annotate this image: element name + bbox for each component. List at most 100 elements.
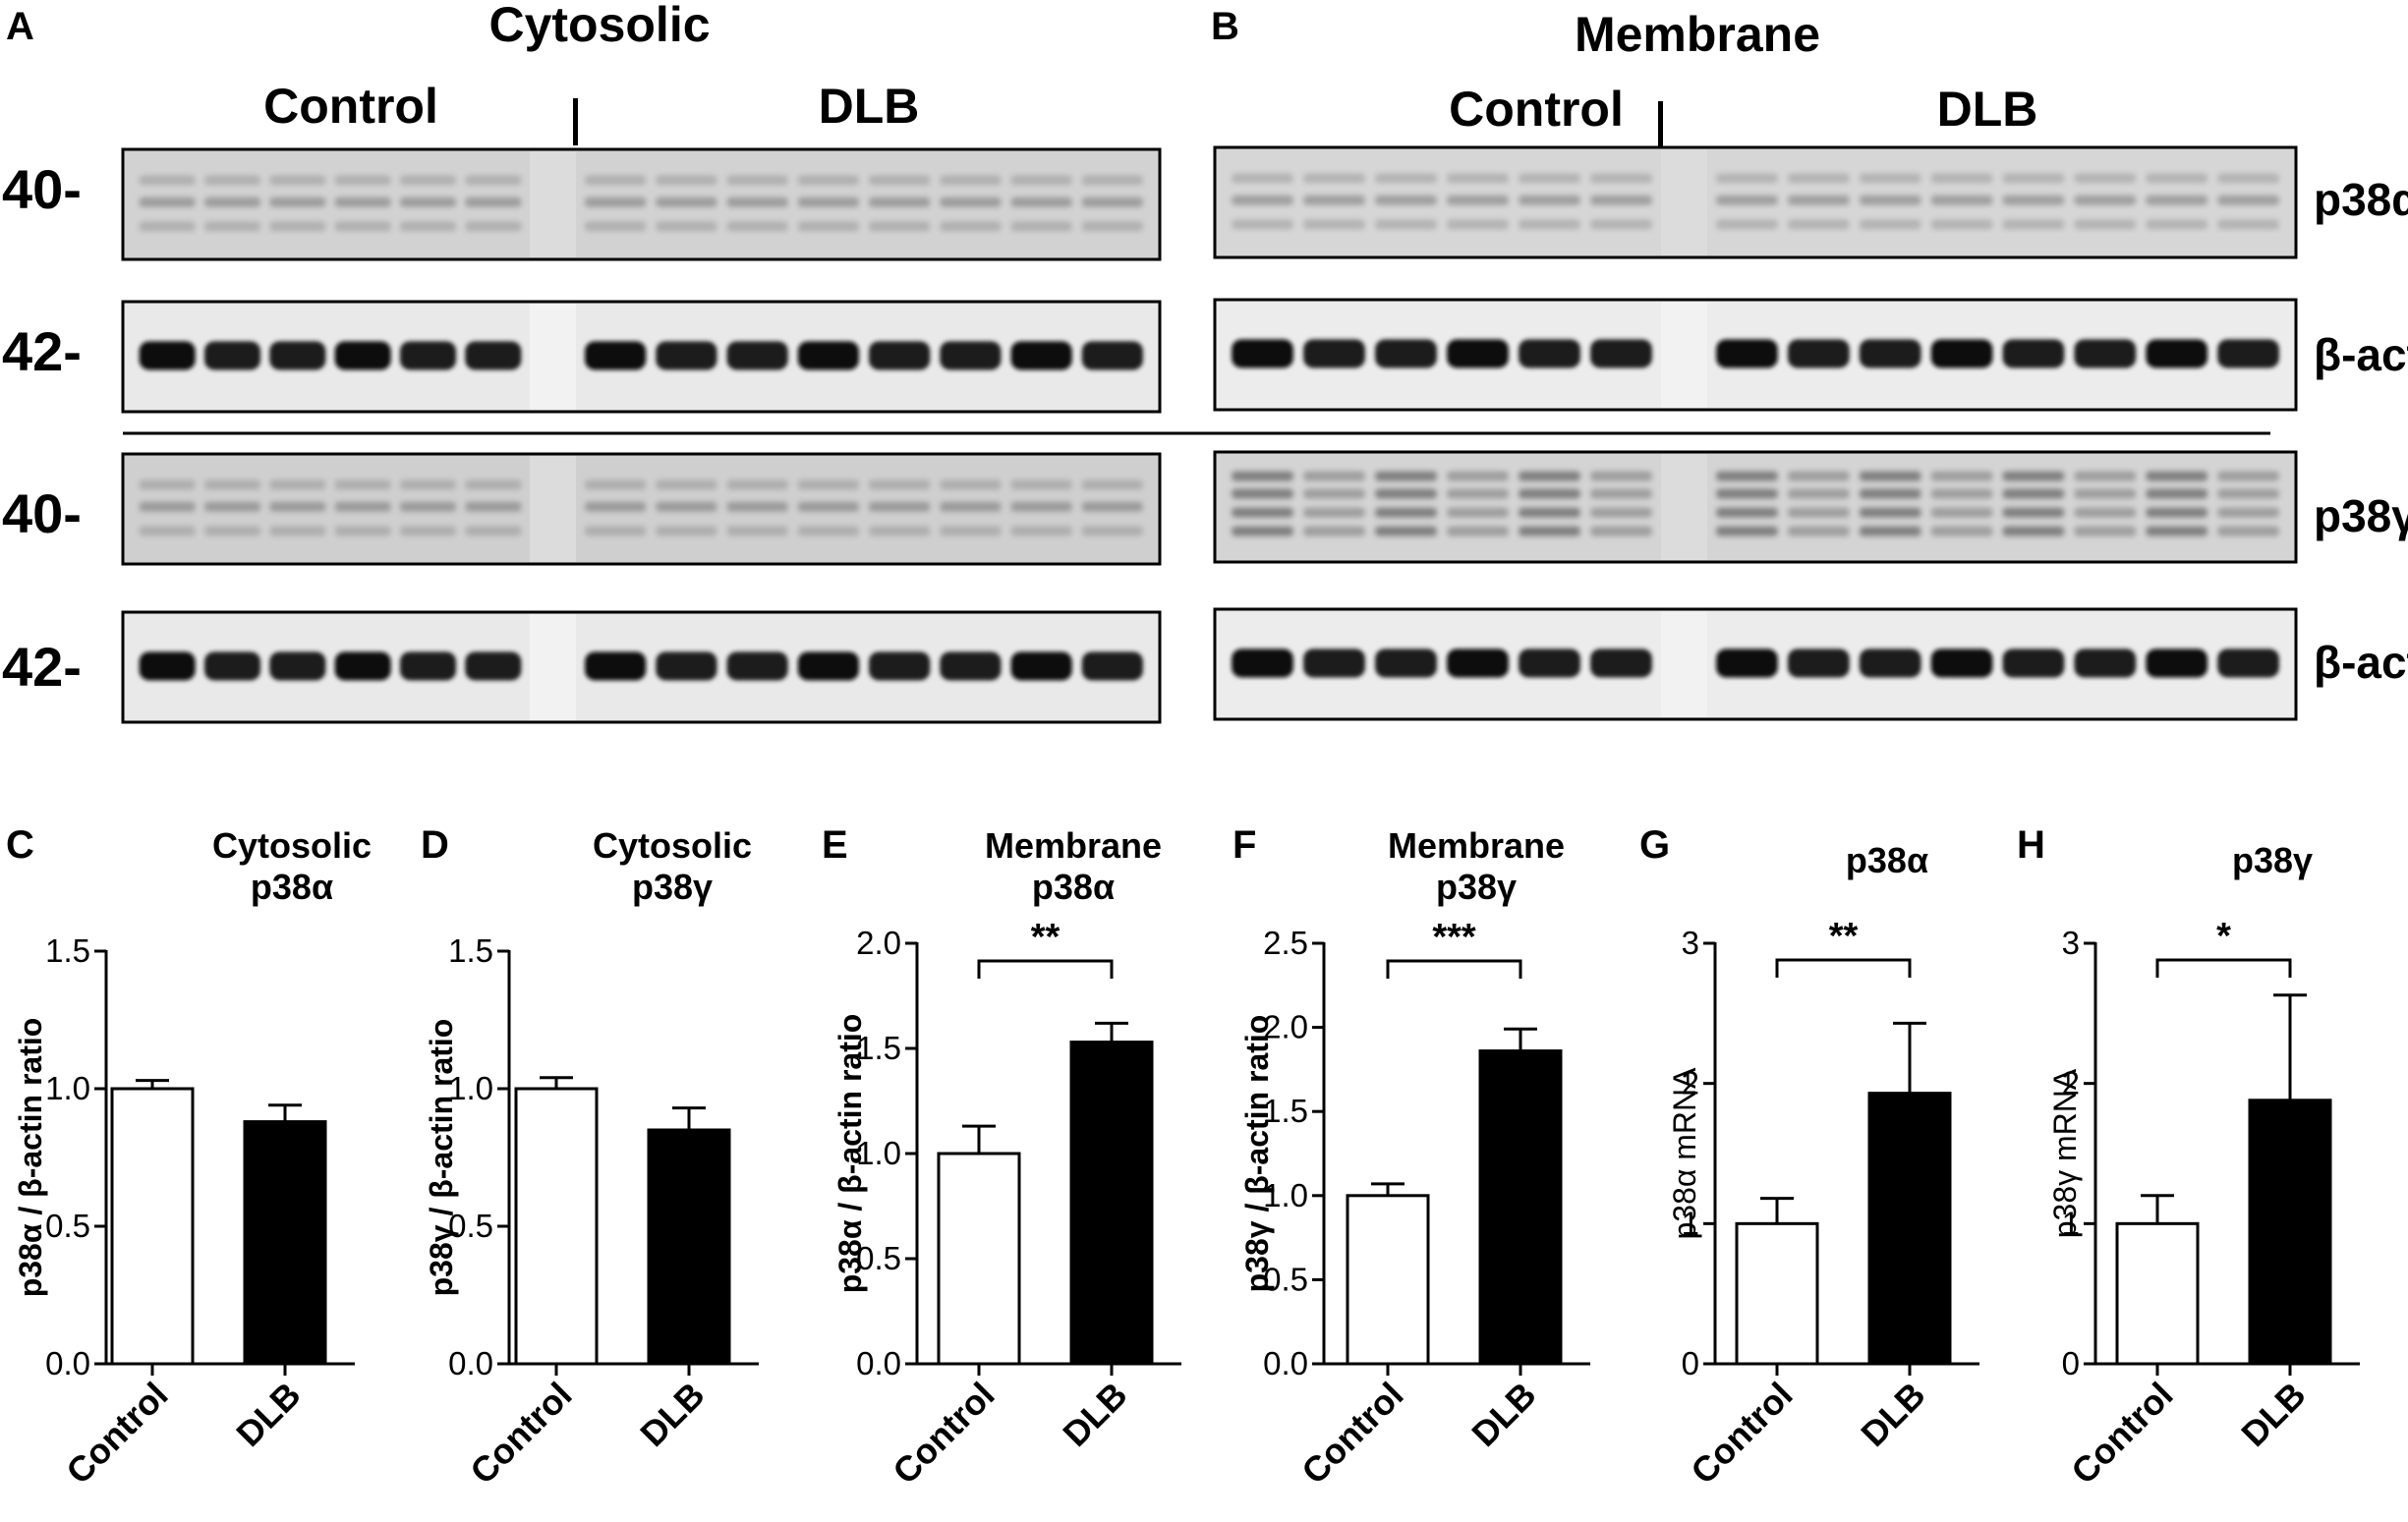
panel-letter-h: H — [2017, 823, 2045, 867]
blot-band — [726, 651, 788, 681]
blot-band — [1519, 507, 1580, 518]
y-tick-label: 1 — [2062, 1205, 2080, 1241]
y-tick-label: 2 — [2062, 1065, 2080, 1101]
blot-band — [1519, 471, 1580, 481]
blot-band — [1375, 173, 1437, 184]
blot-band — [1010, 501, 1072, 512]
blot-band — [399, 197, 457, 207]
blot-cyto-bact-top — [121, 300, 1162, 414]
blot-band — [399, 341, 457, 370]
y-tick-label: 1.0 — [45, 1070, 90, 1106]
blot-band — [1375, 526, 1437, 536]
blot-cyto-p38a — [121, 147, 1162, 261]
blot-band — [1787, 339, 1850, 368]
blot-band — [869, 341, 931, 370]
blot-memb-bact-bottom — [1213, 607, 2298, 721]
memb-dlb-label: DLB — [1937, 82, 2038, 137]
blot-band — [797, 221, 859, 232]
y-axis-label: p38α / β-actin ratio — [832, 1014, 868, 1294]
chart-title-line: Cytosolic — [212, 825, 372, 866]
blot-band — [1447, 339, 1509, 368]
blot-band — [269, 221, 326, 232]
y-tick-label: 2.0 — [856, 925, 901, 961]
blot-band — [1787, 173, 1850, 184]
bar-dlb — [1069, 1041, 1154, 1366]
blot-band — [2146, 507, 2208, 518]
blot-band — [1303, 526, 1365, 536]
blot-band — [1859, 173, 1921, 184]
blot-band — [1081, 501, 1143, 512]
blot-band — [139, 221, 196, 232]
y-tick-label: 1.0 — [448, 1070, 493, 1106]
significance-marker: *** — [1432, 917, 1476, 958]
blot-band — [1716, 173, 1778, 184]
blot-band — [1590, 339, 1652, 368]
blot-band — [399, 651, 457, 681]
blot-band — [2217, 219, 2279, 230]
blot-band — [334, 526, 391, 536]
blot-band — [656, 651, 717, 681]
blot-band — [1519, 339, 1580, 368]
blot-band — [139, 479, 196, 490]
blot-band — [1859, 488, 1921, 499]
blot-band — [1375, 507, 1437, 518]
blot-band — [269, 651, 326, 681]
y-tick-label: 0 — [2062, 1345, 2080, 1381]
blot-band — [1232, 648, 1293, 678]
x-category-label: DLB — [1055, 1375, 1134, 1454]
blot-band — [465, 479, 522, 490]
blot-band — [203, 197, 261, 207]
blot-band — [1232, 471, 1293, 481]
blot-band — [1303, 648, 1365, 678]
blot-memb-p38g — [1213, 450, 2298, 564]
blot-band — [1010, 341, 1072, 370]
blot-band — [1375, 219, 1437, 230]
x-category-label: DLB — [1463, 1375, 1543, 1454]
x-category-label: DLB — [1853, 1375, 1932, 1454]
blot-band — [465, 651, 522, 681]
blot-band — [465, 197, 522, 207]
blot-band — [1930, 173, 1993, 184]
significance-marker: ** — [1031, 917, 1061, 958]
panel-letter-f: F — [1233, 823, 1256, 867]
blot-band — [1010, 526, 1072, 536]
blot-band — [940, 197, 1002, 207]
blot-band — [726, 197, 788, 207]
blot-band — [2074, 488, 2137, 499]
significance-bracket — [977, 959, 1114, 979]
blot-band — [1859, 471, 1921, 481]
lane-gap — [530, 456, 576, 562]
y-tick-label: 0.0 — [1263, 1345, 1308, 1381]
y-tick-label: 1.5 — [856, 1030, 901, 1066]
blot-band — [1787, 195, 1850, 205]
blot-band — [2146, 173, 2208, 184]
blot-band — [2217, 507, 2279, 518]
blot-band — [940, 479, 1002, 490]
blot-memb-bact-top — [1213, 298, 2298, 412]
chart-title-line: p38γ — [2232, 840, 2313, 880]
y-axis-label: p38γ / β-actin ratio — [1239, 1015, 1275, 1293]
blot-band — [1930, 219, 1993, 230]
p38g-blot-label: p38γ — [2314, 490, 2408, 541]
blot-band — [1590, 173, 1652, 184]
y-axis-label: p38γ mRNA — [2047, 1068, 2083, 1238]
blot-band — [1787, 219, 1850, 230]
chart-title-line: p38α — [251, 867, 333, 907]
blot-band — [1716, 648, 1778, 678]
memb-group-divider — [1658, 101, 1663, 148]
blot-band — [2146, 488, 2208, 499]
blot-band — [797, 341, 859, 370]
blot-band — [869, 221, 931, 232]
lane-gap — [1661, 302, 1707, 408]
y-tick-label: 2 — [1682, 1065, 1699, 1101]
blot-band — [1519, 195, 1580, 205]
blot-band — [2217, 648, 2279, 678]
blot-band — [1930, 488, 1993, 499]
blot-band — [2146, 219, 2208, 230]
y-tick-label: 1.5 — [45, 932, 90, 969]
blot-memb-p38a — [1213, 145, 2298, 259]
blot-band — [334, 197, 391, 207]
blot-band — [269, 526, 326, 536]
blot-band — [203, 479, 261, 490]
